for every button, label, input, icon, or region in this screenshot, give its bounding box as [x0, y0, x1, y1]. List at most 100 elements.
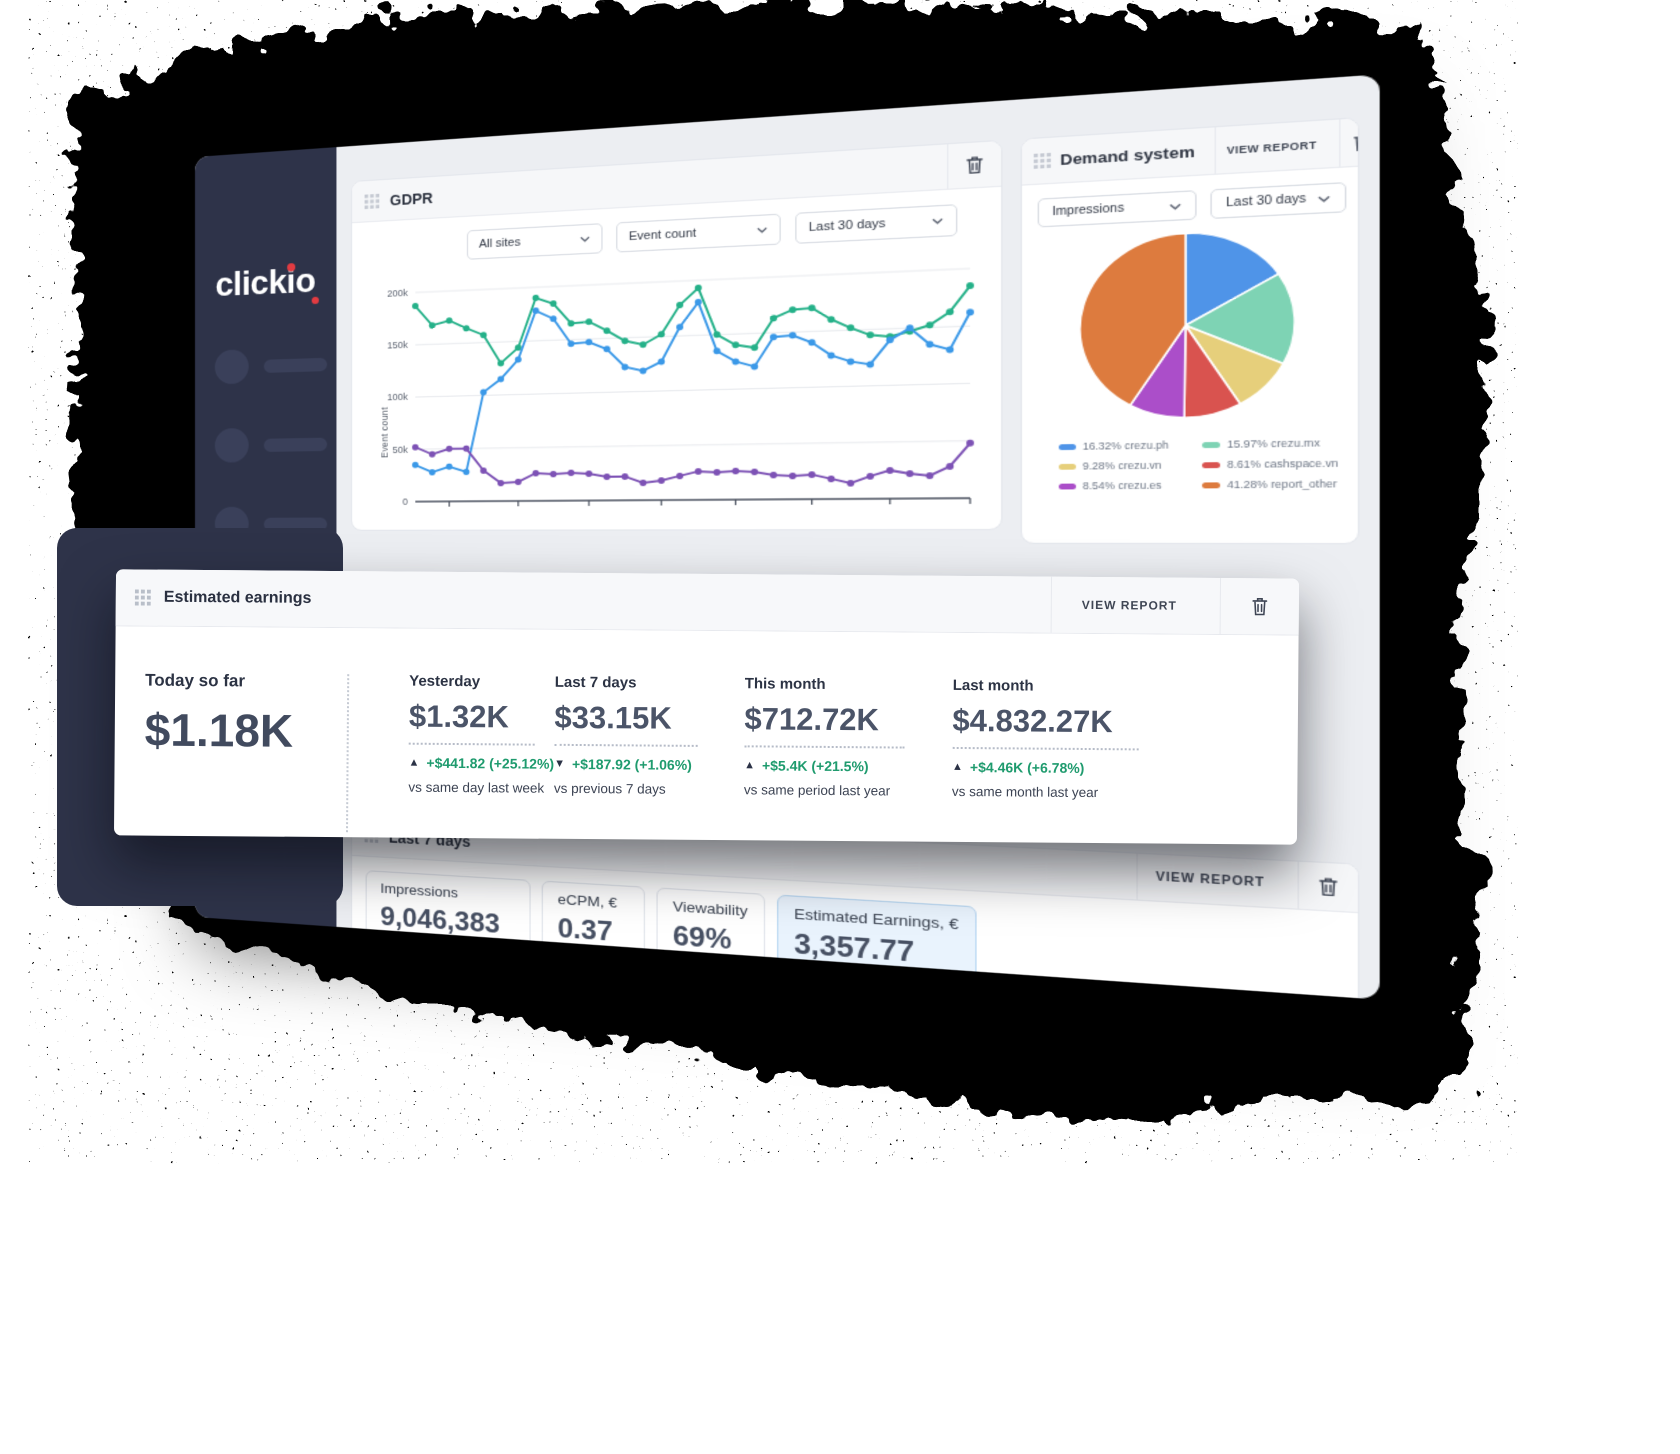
gdpr-line-chart: 0 50k 100k 150k 200k	[373, 243, 1001, 531]
metric-delta: ▲ +$441.82 (+25.12%)	[408, 754, 555, 772]
earnings-metric-1: Yesterday $1.32K ▲ +$441.82 (+25.12%) vs sam…	[408, 673, 555, 834]
earnings-metric-3: This month $712.72K ▲ +$5.4K (+21.5%) vs sam…	[744, 675, 953, 837]
legend-label: 8.54% crezu.es	[1082, 479, 1162, 492]
legend-swatch	[1058, 482, 1077, 489]
gdpr-filter-0[interactable]: All sites	[466, 223, 603, 260]
legend-item-crezu.ph: 16.32% crezu.ph	[1058, 439, 1197, 453]
dashboard-content: GDPR All sites Event count Last 30 days Ev…	[336, 74, 1379, 1000]
svg-text:150k: 150k	[387, 340, 408, 351]
stat-label: eCPM, €	[557, 891, 618, 911]
triangle-up-icon: ▲	[952, 760, 964, 774]
legend-label: 8.61% cashspace.vn	[1227, 457, 1339, 471]
earnings-view-report-button[interactable]: VIEW REPORT	[1050, 576, 1208, 634]
earnings-columns: Today so far $1.18K Yesterday $1.32K ▲ +$441.…	[114, 626, 1299, 839]
dashboard-window: clickio GDPR All sites Event count Last 30…	[195, 74, 1380, 1000]
earnings-delete-button[interactable]	[1219, 578, 1300, 635]
svg-text:0: 0	[403, 496, 408, 506]
nav-label-placeholder	[263, 357, 328, 373]
stat-label: Viewability	[672, 898, 748, 920]
series-green	[415, 277, 970, 366]
gdpr-filter-1[interactable]: Event count	[616, 213, 781, 253]
legend-item-crezu.vn: 9.28% crezu.vn	[1058, 459, 1197, 472]
chevron-down-icon	[1169, 202, 1181, 210]
svg-text:200k: 200k	[387, 288, 408, 299]
drag-handle-icon[interactable]	[1033, 152, 1051, 169]
y-axis-label: Event count	[378, 406, 390, 459]
trash-icon	[1318, 876, 1340, 898]
metric-delta: ▲ +$4.46K (+6.78%)	[952, 759, 1085, 776]
earnings-metric-4: Last month $4.832.27K ▲ +$4.46K (+6.78%) vs …	[952, 677, 1180, 839]
legend-swatch	[1058, 463, 1077, 470]
stat-label: Estimated Earnings, €	[793, 905, 959, 933]
metric-value: $1.32K	[408, 698, 536, 746]
metric-value: $712.72K	[744, 701, 906, 749]
earnings-header: Estimated earnings VIEW REPORT	[115, 569, 1300, 636]
metric-delta: ▼ +$187.92 (+1.06%)	[554, 755, 692, 773]
trash-icon	[965, 155, 984, 176]
drag-handle-icon[interactable]	[364, 193, 380, 209]
metric-label: This month	[744, 675, 826, 693]
chevron-down-icon	[757, 226, 768, 233]
legend-item-cashspace.vn: 8.61% cashspace.vn	[1202, 457, 1346, 471]
metric-note: vs same day last week	[408, 779, 545, 796]
legend-swatch	[1202, 481, 1221, 488]
earnings-title: Estimated earnings	[163, 588, 312, 607]
last7days-view-report-button[interactable]: VIEW REPORT	[1136, 853, 1284, 908]
metric-label: Yesterday	[409, 672, 481, 691]
demand-filter-1[interactable]: Last 30 days	[1210, 182, 1347, 219]
svg-text:50k: 50k	[392, 444, 408, 455]
legend-item-crezu.es: 8.54% crezu.es	[1058, 479, 1197, 492]
legend-item-crezu.mx: 15.97% crezu.mx	[1202, 436, 1346, 450]
triangle-up-icon: ▲	[744, 759, 756, 772]
legend-swatch	[1202, 441, 1221, 448]
gdpr-chart-wrap: Event count 0 50k 100k 150k 200k	[373, 243, 1001, 531]
demand-panel: Demand system VIEW REPORT Impressions Las…	[1020, 117, 1360, 545]
triangle-down-icon: ▼	[554, 757, 566, 770]
gdpr-panel: GDPR All sites Event count Last 30 days Ev…	[351, 139, 1003, 531]
nav-label-placeholder	[263, 437, 328, 452]
demand-view-report-button[interactable]: VIEW REPORT	[1214, 120, 1329, 174]
column-divider	[346, 674, 350, 833]
metric-note: vs previous 7 days	[553, 780, 666, 797]
sidebar-item-placeholder[interactable]	[214, 426, 337, 463]
svg-text:100k: 100k	[387, 392, 408, 403]
gdpr-panel-title: GDPR	[389, 188, 433, 209]
gdpr-filter-2[interactable]: Last 30 days	[795, 204, 958, 244]
metric-value: $33.15K	[554, 699, 698, 747]
trash-icon	[1252, 597, 1268, 616]
legend-item-report_other: 41.28% report_other	[1202, 478, 1346, 491]
legend-swatch	[1202, 461, 1221, 468]
legend-swatch	[1058, 443, 1077, 450]
metric-value: $1.18K	[144, 703, 294, 757]
demand-delete-button[interactable]	[1338, 117, 1360, 167]
trash-icon	[1352, 131, 1360, 152]
drag-handle-icon[interactable]	[134, 589, 151, 606]
logo: clickio	[215, 261, 316, 304]
chevron-down-icon	[932, 217, 943, 224]
metric-label: Today so far	[145, 670, 246, 691]
metric-delta: ▲ +$5.4K (+21.5%)	[744, 757, 869, 775]
last7days-delete-button[interactable]	[1297, 861, 1358, 912]
stat-label: Impressions	[380, 880, 459, 901]
demand-panel-title: Demand system	[1060, 142, 1195, 169]
chevron-down-icon	[580, 236, 590, 243]
demand-filter-0[interactable]: Impressions	[1037, 190, 1197, 228]
nav-icon-placeholder	[214, 349, 249, 385]
gdpr-delete-button[interactable]	[947, 140, 1002, 189]
legend-label: 15.97% crezu.mx	[1227, 436, 1320, 451]
legend-label: 9.28% crezu.vn	[1082, 459, 1162, 472]
legend-label: 41.28% report_other	[1227, 477, 1337, 491]
earnings-card: Estimated earnings VIEW REPORT Today so …	[113, 569, 1300, 845]
sidebar-item-placeholder[interactable]	[214, 346, 337, 385]
metric-value: $4.832.27K	[952, 702, 1139, 751]
nav-icon-placeholder	[214, 427, 249, 463]
demand-pie-chart	[1022, 221, 1358, 424]
sidebar-nav	[195, 346, 337, 542]
chevron-down-icon	[1318, 194, 1331, 202]
metric-note: vs same period last year	[743, 782, 891, 799]
earnings-metric-2: Last 7 days $33.15K ▼ +$187.92 (+1.06%) vs p…	[554, 674, 745, 835]
metric-label: Last 7 days	[554, 673, 637, 692]
legend-label: 16.32% crezu.ph	[1082, 439, 1169, 453]
triangle-up-icon: ▲	[408, 756, 420, 769]
metric-label: Last month	[952, 676, 1034, 695]
